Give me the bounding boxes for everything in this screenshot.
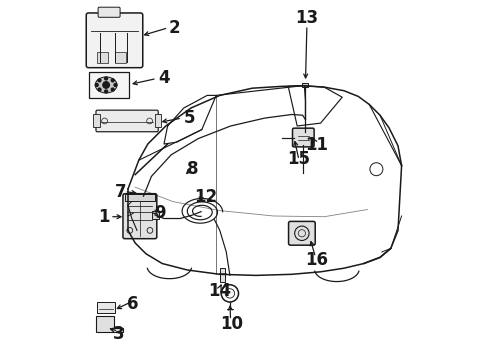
Bar [98,302,115,313]
Text: 10: 10 [220,315,244,333]
Bar [93,114,99,127]
FancyBboxPatch shape [293,128,314,147]
Text: 4: 4 [158,69,170,87]
Text: 13: 13 [295,9,318,27]
Circle shape [105,90,107,93]
FancyBboxPatch shape [289,221,315,245]
Circle shape [114,84,117,86]
Circle shape [111,88,114,91]
Text: 12: 12 [194,188,217,206]
FancyBboxPatch shape [123,194,157,239]
Text: 16: 16 [305,251,328,269]
Bar [98,52,108,63]
Bar [116,52,126,63]
Bar [302,83,308,87]
Polygon shape [96,316,122,332]
Text: 6: 6 [126,295,138,313]
Text: 2: 2 [169,19,181,37]
Text: 11: 11 [305,136,328,154]
Text: 1: 1 [98,208,110,226]
Bar [152,211,159,219]
Text: 7: 7 [115,183,126,201]
FancyBboxPatch shape [86,13,143,68]
Circle shape [111,79,114,82]
Text: 5: 5 [183,109,195,127]
Circle shape [98,88,101,91]
Text: 14: 14 [208,282,231,300]
Circle shape [98,79,101,82]
FancyBboxPatch shape [98,7,120,17]
FancyBboxPatch shape [96,110,158,132]
Text: 8: 8 [187,160,198,178]
Text: 3: 3 [113,325,124,343]
Text: 15: 15 [287,150,310,168]
Ellipse shape [95,77,117,93]
Bar [125,194,155,201]
Circle shape [103,82,109,88]
Bar [155,114,161,127]
Bar [90,72,129,98]
Text: 9: 9 [154,204,166,222]
Bar [220,268,225,282]
Circle shape [96,84,98,86]
Circle shape [105,77,107,80]
